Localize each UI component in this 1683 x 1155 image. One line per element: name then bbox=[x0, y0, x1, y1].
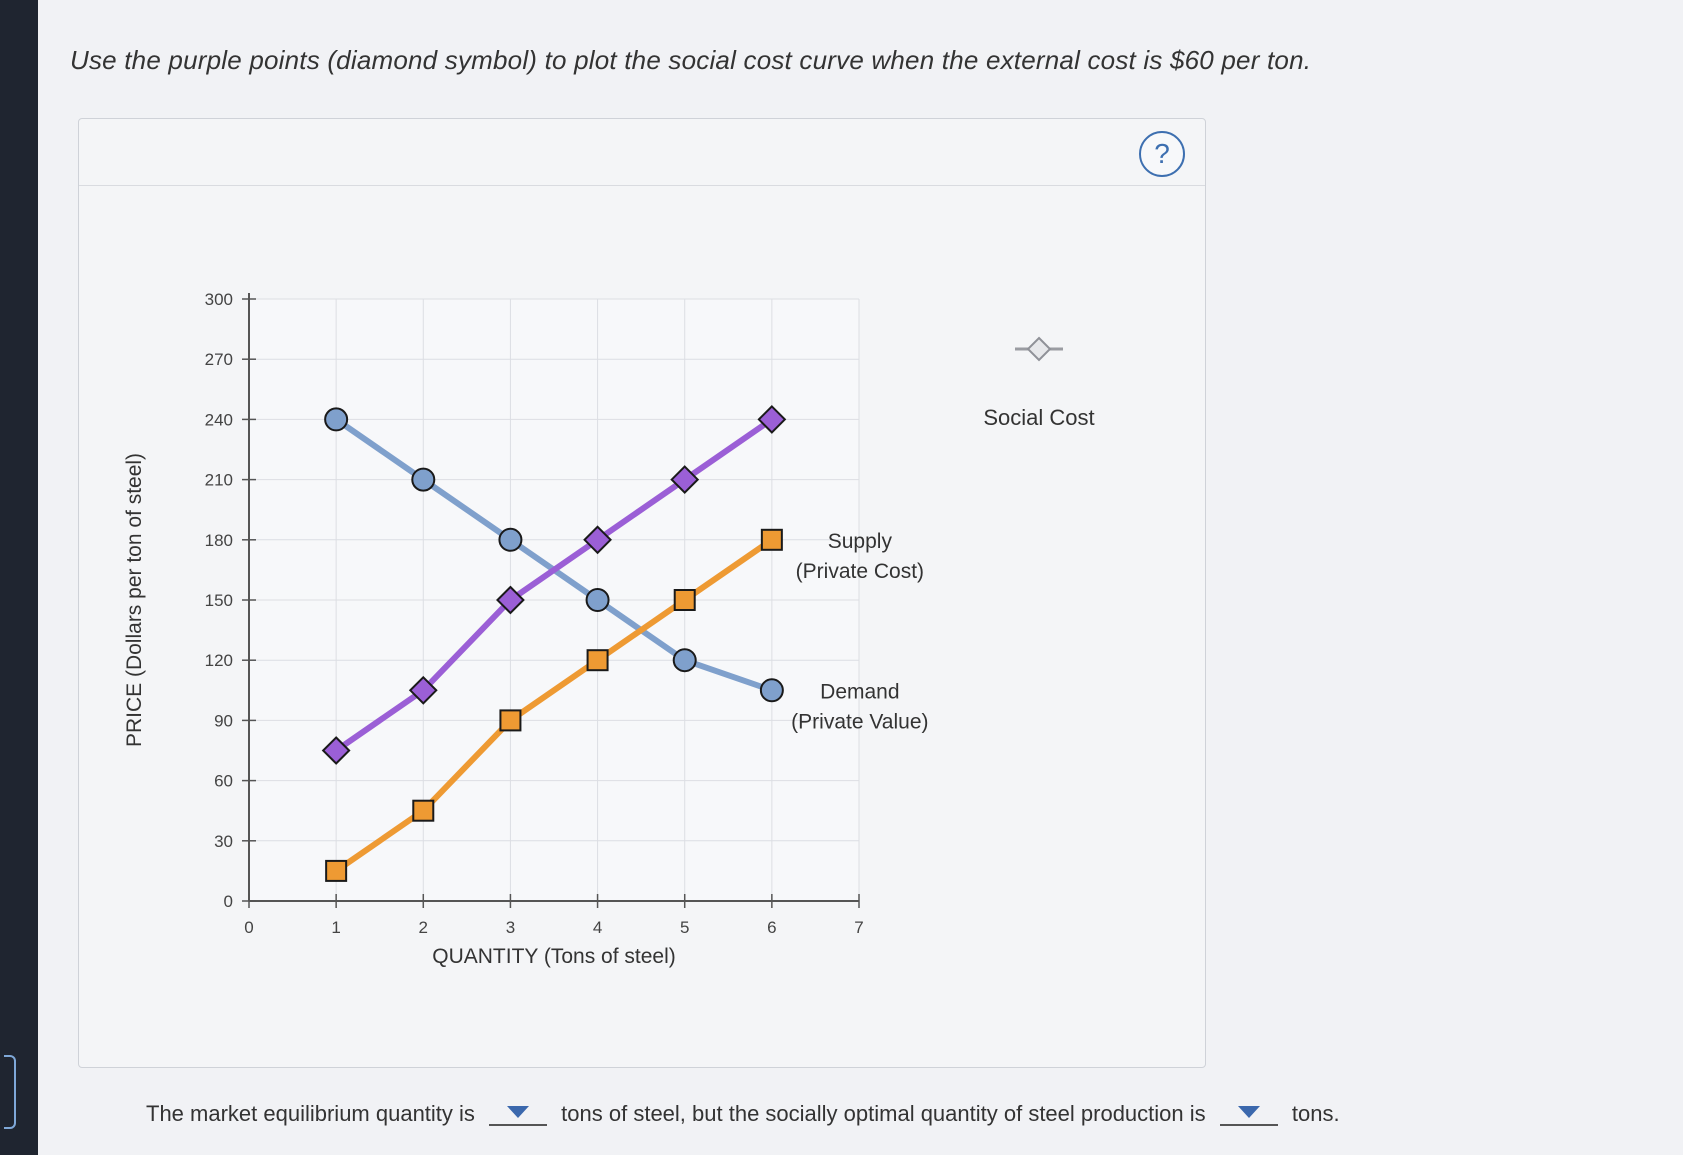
demand-point[interactable] bbox=[672, 648, 697, 673]
series-group[interactable] bbox=[321, 404, 787, 882]
social-cost-point[interactable] bbox=[757, 404, 787, 434]
y-tick-label: 210 bbox=[205, 471, 233, 490]
palette-social-cost-label: Social Cost bbox=[983, 405, 1094, 430]
diamond-icon[interactable] bbox=[1026, 336, 1052, 362]
y-tick-label: 120 bbox=[205, 651, 233, 670]
social-cost-curve-line[interactable] bbox=[334, 416, 774, 753]
question-page: Use the purple points (diamond symbol) t… bbox=[38, 0, 1683, 1155]
supply-point[interactable] bbox=[325, 859, 348, 882]
x-axis-title: QUANTITY (Tons of steel) bbox=[432, 945, 676, 968]
demand-point[interactable] bbox=[585, 588, 610, 612]
supply-label: (Private Cost) bbox=[796, 560, 924, 583]
left-sidebar bbox=[0, 0, 38, 1155]
demand-point[interactable] bbox=[498, 527, 523, 552]
y-tick-label: 90 bbox=[214, 711, 233, 730]
social-cost-point[interactable] bbox=[321, 736, 351, 765]
drawing-palette[interactable]: Social Cost bbox=[983, 336, 1095, 430]
demand-label: (Private Value) bbox=[791, 710, 928, 733]
market-equilibrium-dropdown[interactable] bbox=[489, 1102, 548, 1127]
x-tick-label: 2 bbox=[419, 918, 428, 937]
series-labels: Demand (Private Value) Supply (Private Cost… bbox=[791, 530, 928, 734]
y-tick-label: 150 bbox=[205, 591, 233, 610]
supply-point[interactable] bbox=[673, 589, 696, 611]
answer-sentence: The market equilibrium quantity is tons … bbox=[146, 1100, 1646, 1140]
supply-point[interactable] bbox=[760, 528, 783, 551]
social-cost-point[interactable] bbox=[496, 585, 525, 615]
instruction-text: Use the purple points (diamond symbol) t… bbox=[70, 45, 1312, 75]
x-tick-label: 3 bbox=[506, 918, 515, 937]
y-tick-label: 60 bbox=[214, 772, 233, 791]
supply-point[interactable] bbox=[499, 709, 522, 732]
supply-curve-line[interactable] bbox=[334, 537, 774, 874]
social-cost-point[interactable] bbox=[408, 675, 438, 705]
y-tick-label: 270 bbox=[205, 350, 233, 369]
question-text-part2: tons of steel, but the socially optimal … bbox=[561, 1101, 1206, 1127]
x-tick-label: 1 bbox=[331, 918, 340, 937]
x-tick-label: 5 bbox=[680, 918, 689, 937]
x-tick-label: 6 bbox=[767, 918, 776, 937]
social-optimum-dropdown[interactable] bbox=[1219, 1102, 1278, 1127]
y-tick-label: 240 bbox=[205, 410, 233, 429]
question-text-part3: tons. bbox=[1291, 1101, 1340, 1127]
question-text-part1: The market equilibrium quantity is bbox=[146, 1101, 475, 1127]
supply-label: Supply bbox=[828, 530, 893, 553]
supply-point[interactable] bbox=[412, 799, 435, 822]
y-tick-label: 180 bbox=[205, 531, 233, 550]
y-tick-label: 0 bbox=[224, 892, 233, 911]
help-button[interactable]: ? bbox=[1139, 131, 1185, 177]
graph-toolbar: ? bbox=[79, 119, 1205, 186]
x-tick-label: 4 bbox=[593, 918, 602, 937]
supply-point[interactable] bbox=[586, 649, 609, 672]
demand-label: Demand bbox=[820, 680, 899, 703]
x-tick-label: 7 bbox=[854, 918, 863, 937]
y-tick-label: 30 bbox=[214, 832, 233, 851]
graph-panel: ? 0 30 60 90 120 150 180 210 240 270 300 0 1 2 3 4 5 6 7 QU… bbox=[78, 118, 1206, 1068]
demand-point[interactable] bbox=[411, 467, 436, 492]
y-axis-title: PRICE (Dollars per ton of steel) bbox=[123, 453, 146, 747]
demand-point[interactable] bbox=[324, 407, 349, 432]
axes: 0 30 60 90 120 150 180 210 240 270 300 0 1 2 3 4 5 6 7 QUAN… bbox=[123, 290, 864, 968]
grid bbox=[249, 298, 860, 901]
chart-svg[interactable]: 0 30 60 90 120 150 180 210 240 270 300 0 1 2 3 4 5 6 7 QUAN… bbox=[79, 119, 1205, 1067]
x-tick-label: 0 bbox=[244, 918, 253, 937]
y-tick-label: 300 bbox=[205, 290, 233, 309]
social-cost-point[interactable] bbox=[670, 465, 700, 495]
demand-point[interactable] bbox=[759, 678, 784, 703]
sidebar-tab[interactable] bbox=[4, 1055, 16, 1129]
social-cost-point[interactable] bbox=[583, 525, 612, 555]
